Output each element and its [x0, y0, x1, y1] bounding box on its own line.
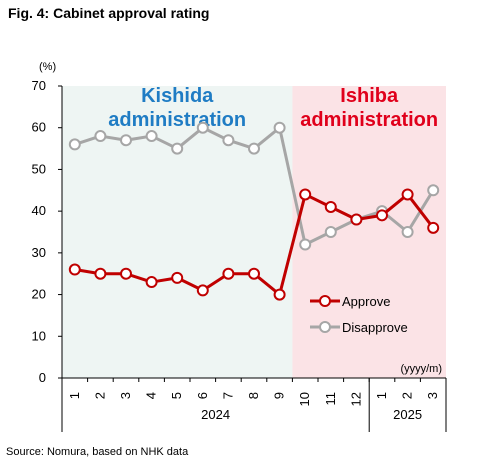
data-point-disapprove [171, 142, 184, 155]
x-unit-label: (yyyy/m) [400, 363, 442, 375]
x-tick-label: 5 [169, 392, 184, 399]
x-tick-label: 11 [323, 392, 338, 406]
data-point-disapprove [427, 184, 440, 197]
data-point-disapprove [94, 130, 107, 143]
x-tick-label: 2 [400, 392, 415, 399]
y-tick-label: 20 [32, 287, 46, 302]
data-point-approve [427, 221, 440, 234]
region-label-line2: administration [300, 109, 438, 131]
series-lines [68, 121, 440, 301]
data-point-approve [350, 213, 363, 226]
x-year-label: 2024 [201, 407, 230, 422]
data-point-disapprove [248, 142, 260, 155]
y-tick-label: 0 [39, 370, 46, 385]
region-label-line1: Ishiba [340, 85, 399, 107]
data-point-approve [401, 188, 414, 201]
x-tick-label: 2 [92, 392, 107, 399]
legend-marker [319, 295, 331, 307]
data-point-approve [196, 284, 209, 297]
data-point-approve [273, 288, 286, 301]
administration-regions: KishidaadministrationIshibaadministratio… [62, 85, 446, 378]
x-tick-label: 6 [195, 392, 210, 399]
region-label-line1: Kishida [141, 85, 214, 107]
data-point-disapprove [273, 121, 286, 134]
data-point-approve [120, 267, 132, 280]
data-point-approve [94, 267, 107, 280]
data-point-approve [171, 271, 184, 284]
data-point-disapprove [324, 226, 337, 238]
x-tick-label: 12 [348, 392, 363, 406]
x-tick-label: 7 [220, 392, 235, 399]
legend-marker [319, 321, 331, 333]
x-tick-label: 9 [272, 392, 287, 399]
data-point-approve [324, 200, 337, 213]
x-tick-label: 8 [246, 392, 261, 399]
data-point-disapprove [401, 226, 414, 238]
x-tick-label: 1 [374, 392, 389, 399]
y-unit-label: (%) [39, 61, 56, 73]
legend-label: Approve [342, 294, 390, 309]
x-tick-label: 4 [144, 392, 159, 399]
region-label-line2: administration [108, 109, 246, 131]
y-tick-label: 70 [32, 78, 46, 93]
x-year-label: 2025 [393, 407, 422, 422]
data-point-disapprove [145, 130, 158, 143]
x-tick-label: 3 [118, 392, 133, 399]
data-point-disapprove [299, 238, 312, 251]
data-point-approve [248, 267, 260, 280]
data-point-disapprove [196, 121, 209, 134]
data-point-disapprove [120, 134, 132, 147]
x-tick-label: 3 [425, 392, 440, 399]
legend: Approve Disapprove [310, 294, 408, 335]
data-point-approve [145, 276, 158, 289]
y-tick-label: 10 [32, 328, 46, 343]
data-point-approve [376, 209, 388, 222]
source-note: Source: Nomura, based on NHK data [6, 446, 189, 458]
y-tick-label: 30 [32, 245, 46, 260]
figure-title: Fig. 4: Cabinet approval rating [8, 5, 210, 21]
data-point-disapprove [68, 138, 81, 151]
y-tick-label: 60 [32, 120, 46, 135]
region-background [292, 86, 446, 378]
x-tick-label: 10 [297, 392, 312, 406]
y-tick-label: 40 [32, 203, 46, 218]
x-tick-label: 1 [67, 392, 82, 399]
data-point-disapprove [222, 134, 235, 147]
legend-label: Disapprove [342, 320, 408, 335]
data-point-approve [222, 267, 235, 280]
data-point-approve [68, 263, 81, 276]
data-point-approve [299, 188, 312, 201]
y-tick-label: 50 [32, 161, 46, 176]
